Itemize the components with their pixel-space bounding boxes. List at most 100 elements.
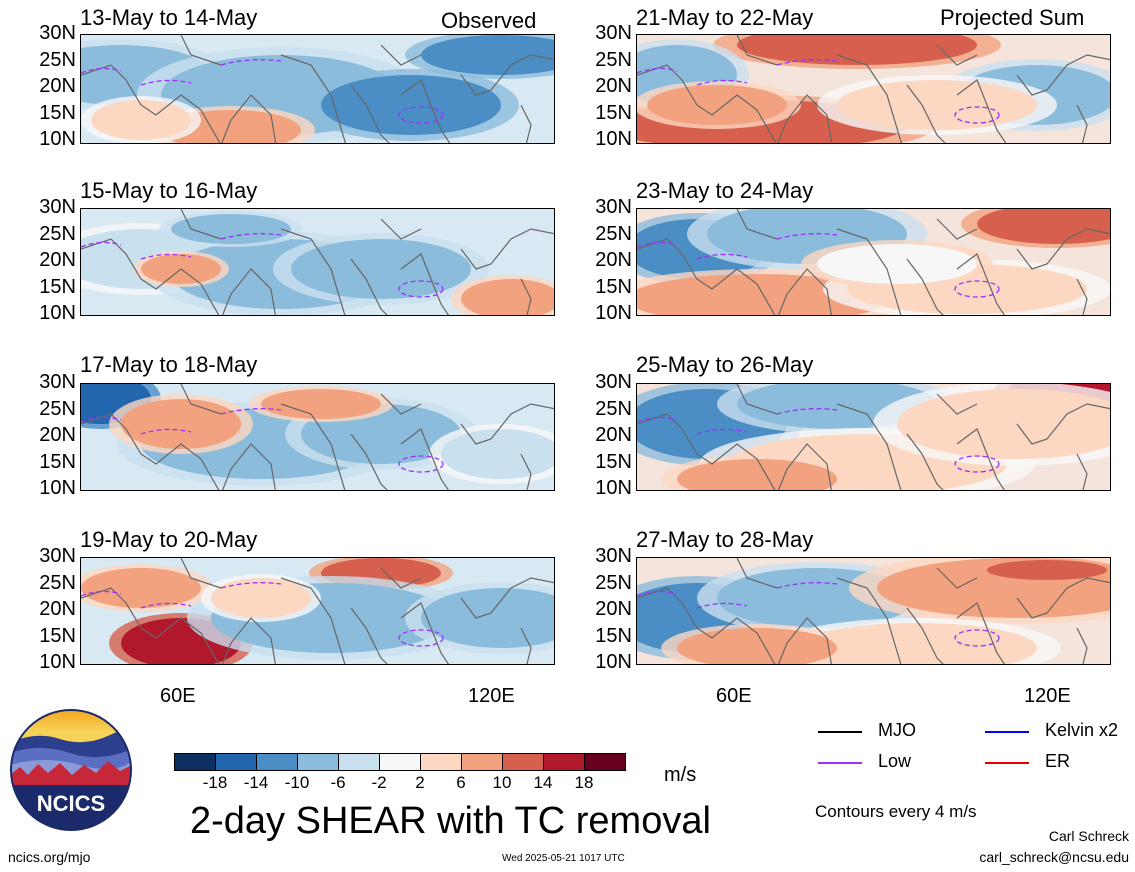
map-panel-8: [636, 557, 1111, 665]
lon-label-120e-left: 120E: [468, 685, 515, 707]
colorbar-swatch: [256, 753, 298, 771]
lat-label: 20N: [595, 424, 632, 446]
map-panel-7: [636, 383, 1111, 491]
lat-label: 25N: [595, 48, 632, 71]
lat-label: 30N: [595, 196, 632, 218]
colorbar-tick-label: 18: [574, 773, 594, 792]
lat-label: 10N: [595, 651, 632, 673]
lat-label: 15N: [39, 624, 76, 647]
legend-label-er: ER: [1045, 751, 1071, 771]
lat-label: 15N: [595, 624, 632, 647]
colorbar-swatch: [215, 753, 257, 771]
lat-label: 30N: [39, 371, 76, 393]
lat-label: 25N: [39, 571, 76, 594]
colorbar-tick-label: 10: [492, 773, 512, 792]
colorbar-swatch: [584, 753, 626, 771]
map-panel-6: [636, 208, 1111, 316]
lat-label: 15N: [595, 275, 632, 298]
lat-label: 25N: [595, 397, 632, 420]
lat-label: 25N: [39, 48, 76, 71]
panel-title-3: 17-May to 18-May: [80, 352, 258, 377]
lat-label: 30N: [595, 371, 632, 393]
panel-title-2: 15-May to 16-May: [80, 178, 258, 203]
lat-label: 25N: [39, 397, 76, 420]
ncics-logo: NCICS: [10, 709, 132, 831]
colorbar-swatch: [379, 753, 421, 771]
colorbar-tick-label: 6: [456, 773, 466, 792]
colorbar-tick-label: -2: [371, 773, 387, 792]
colorbar-swatch: [297, 753, 339, 771]
colorbar-swatch: [174, 753, 216, 771]
lon-label-60e-right: 60E: [716, 685, 752, 707]
lat-label: 30N: [595, 545, 632, 567]
colorbar-tick-label: -6: [330, 773, 346, 792]
colorbar-unit: m/s: [664, 764, 697, 786]
map-panel-3: [80, 383, 555, 491]
colorbar-swatch: [502, 753, 544, 771]
legend-line-mjo: [818, 731, 862, 733]
contour-note: Contours every 4 m/s: [815, 802, 977, 821]
lat-label: 25N: [595, 222, 632, 245]
lat-label: 30N: [595, 22, 632, 44]
map-panel-1: [80, 34, 555, 144]
panel-tag-observed: Observed: [441, 8, 537, 33]
lat-label: 15N: [595, 450, 632, 473]
lat-label: 20N: [595, 75, 632, 97]
lat-label: 10N: [39, 128, 76, 150]
lat-label: 30N: [39, 196, 76, 218]
colorbar-swatch: [420, 753, 462, 771]
lat-label: 20N: [39, 598, 76, 620]
map-panel-2: [80, 208, 555, 316]
lat-label: 15N: [39, 275, 76, 298]
panel-title-4: 19-May to 20-May: [80, 527, 258, 552]
legend-line-low: [818, 762, 862, 764]
colorbar-swatch: [338, 753, 380, 771]
footer-author: Carl Schreck: [1048, 828, 1129, 844]
legend-line-er: [985, 762, 1029, 764]
lat-label: 15N: [39, 101, 76, 124]
colorbar-swatch: [461, 753, 503, 771]
panel-title-5: 21-May to 22-May: [636, 5, 814, 30]
panel-title-6: 23-May to 24-May: [636, 178, 814, 203]
panel-title-8: 27-May to 28-May: [636, 527, 814, 552]
lat-label: 15N: [595, 101, 632, 124]
lat-label: 20N: [39, 249, 76, 271]
lat-label: 10N: [595, 302, 632, 324]
lat-label: 10N: [39, 651, 76, 673]
map-panel-4: [80, 557, 555, 665]
lat-label: 15N: [39, 450, 76, 473]
logo-text: NCICS: [37, 791, 105, 816]
panel-title-7: 25-May to 26-May: [636, 352, 814, 377]
footer-timestamp: Wed 2025-05-21 1017 UTC: [502, 853, 625, 864]
lat-label: 10N: [39, 302, 76, 324]
main-title: 2-day SHEAR with TC removal: [190, 800, 711, 842]
lat-label: 30N: [39, 22, 76, 44]
lat-label: 30N: [39, 545, 76, 567]
lon-label-60e-left: 60E: [160, 685, 196, 707]
colorbar-tick-label: 2: [415, 773, 425, 792]
panel-tag-projected: Projected Sum: [940, 5, 1085, 30]
lat-label: 20N: [39, 424, 76, 446]
legend-label-kelvin: Kelvin x2: [1045, 720, 1119, 740]
colorbar-swatch: [543, 753, 585, 771]
panel-title-1: 13-May to 14-May: [80, 5, 258, 30]
footer-email[interactable]: carl_schreck@ncsu.edu: [979, 849, 1129, 865]
legend-line-kelvin: [985, 731, 1029, 733]
map-panel-5: [636, 34, 1111, 144]
lat-label: 20N: [595, 249, 632, 271]
lat-label: 25N: [39, 222, 76, 245]
legend-label-low: Low: [878, 751, 912, 771]
footer-site-link[interactable]: ncics.org/mjo: [8, 849, 91, 865]
legend-label-mjo: MJO: [878, 720, 916, 740]
lat-label: 10N: [595, 477, 632, 499]
colorbar-tick-label: -18: [202, 773, 228, 792]
colorbar-tick-label: -10: [284, 773, 310, 792]
lat-label: 10N: [39, 477, 76, 499]
lat-label: 25N: [595, 571, 632, 594]
lon-label-120e-right: 120E: [1024, 685, 1071, 707]
lat-label: 20N: [595, 598, 632, 620]
colorbar-tick-label: -14: [243, 773, 269, 792]
lat-label: 10N: [595, 128, 632, 150]
colorbar-tick-label: 14: [533, 773, 553, 792]
lat-label: 20N: [39, 75, 76, 97]
